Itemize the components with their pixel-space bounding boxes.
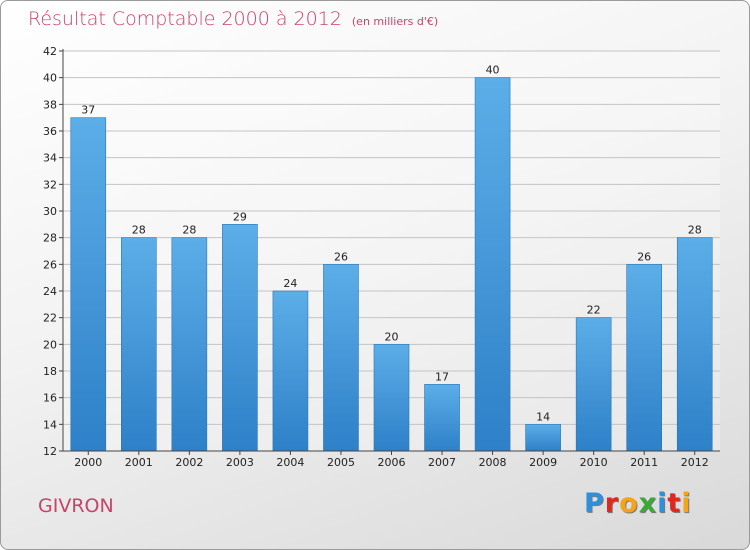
y-tick-label: 36 (43, 125, 57, 138)
bar-2006 (373, 344, 410, 452)
bar-2007 (424, 384, 460, 452)
bar-2003 (222, 224, 258, 452)
bar-2009 (525, 424, 561, 452)
bar-value-label: 24 (283, 277, 297, 290)
y-tick-label: 28 (43, 232, 57, 245)
logo-letter: t (667, 488, 682, 519)
bar-2004 (272, 290, 309, 452)
bar-value-label: 26 (637, 250, 651, 263)
bar-value-label: 29 (233, 210, 247, 223)
y-tick-label: 32 (43, 178, 57, 191)
x-tick-label: 2000 (74, 456, 102, 469)
x-tick-label: 2010 (580, 456, 608, 469)
x-tick-label: 2008 (479, 456, 507, 469)
logo-letter: i (657, 488, 668, 519)
x-tick-label: 2011 (630, 456, 658, 469)
bar-2012 (676, 237, 713, 452)
y-tick-label: 34 (43, 152, 57, 165)
y-tick-label: 40 (43, 72, 57, 85)
y-tick-label: 38 (43, 98, 57, 111)
x-tick-label: 2002 (175, 456, 203, 469)
x-tick-label: 2007 (428, 456, 456, 469)
y-tick-label: 26 (43, 258, 57, 271)
chart-title-block: Résultat Comptable 2000 à 2012 (en millie… (28, 8, 438, 30)
bar-2000 (70, 117, 107, 452)
bar-2010 (575, 317, 612, 452)
logo-letter: x (638, 488, 658, 519)
bar-value-label: 26 (334, 250, 348, 263)
bar-layer: 37 28 28 29 24 26 20 17 40 14 22 26 28 (70, 64, 713, 452)
y-tick-label: 14 (43, 418, 57, 431)
bar-value-label: 28 (182, 224, 196, 237)
bar-value-label: 14 (536, 410, 550, 423)
bar-value-label: 20 (385, 330, 399, 343)
x-tick-label: 2012 (681, 456, 709, 469)
x-tick-label: 2009 (529, 456, 557, 469)
proxiti-logo: Proxiti (584, 488, 692, 519)
logo-letter: i (681, 488, 692, 519)
bar-2005 (323, 264, 359, 452)
chart-title: Résultat Comptable 2000 à 2012 (28, 8, 342, 30)
y-tick-label: 30 (43, 205, 57, 218)
chart-unit: (en milliers d'€) (351, 15, 439, 28)
bar-value-label: 17 (435, 370, 449, 383)
y-tick-label: 16 (43, 392, 57, 405)
bar-value-label: 28 (688, 224, 702, 237)
x-tick-label: 2001 (125, 456, 153, 469)
x-tick-label: 2004 (276, 456, 304, 469)
axis-layer: 12 14 16 18 20 22 24 26 28 30 32 34 36 38 40 42 2000 2001… (43, 45, 720, 469)
bar-value-label: 40 (486, 64, 500, 77)
y-tick-label: 12 (43, 445, 57, 458)
bar-2011 (626, 264, 662, 452)
y-tick-label: 18 (43, 365, 57, 378)
logo-letter: o (619, 488, 639, 519)
bar-value-label: 22 (587, 304, 601, 317)
bar-2002 (171, 237, 208, 452)
x-tick-label: 2006 (378, 456, 406, 469)
bar-value-label: 37 (81, 104, 95, 117)
bar-2001 (121, 237, 157, 452)
y-tick-label: 22 (43, 312, 57, 325)
y-tick-label: 24 (43, 285, 57, 298)
bar-2008 (474, 77, 511, 452)
y-tick-label: 20 (43, 338, 57, 351)
x-tick-label: 2003 (226, 456, 254, 469)
logo-letter: P (584, 488, 605, 519)
commune-name: GIVRON (38, 495, 114, 517)
bar-value-label: 28 (132, 224, 146, 237)
x-tick-label: 2005 (327, 456, 355, 469)
logo-letter: r (604, 488, 620, 519)
y-tick-label: 42 (43, 45, 57, 58)
